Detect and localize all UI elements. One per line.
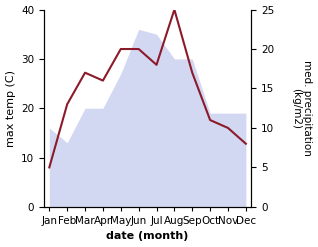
Y-axis label: max temp (C): max temp (C) — [5, 70, 16, 147]
Y-axis label: med. precipitation
(kg/m2): med. precipitation (kg/m2) — [291, 60, 313, 156]
X-axis label: date (month): date (month) — [107, 231, 189, 242]
